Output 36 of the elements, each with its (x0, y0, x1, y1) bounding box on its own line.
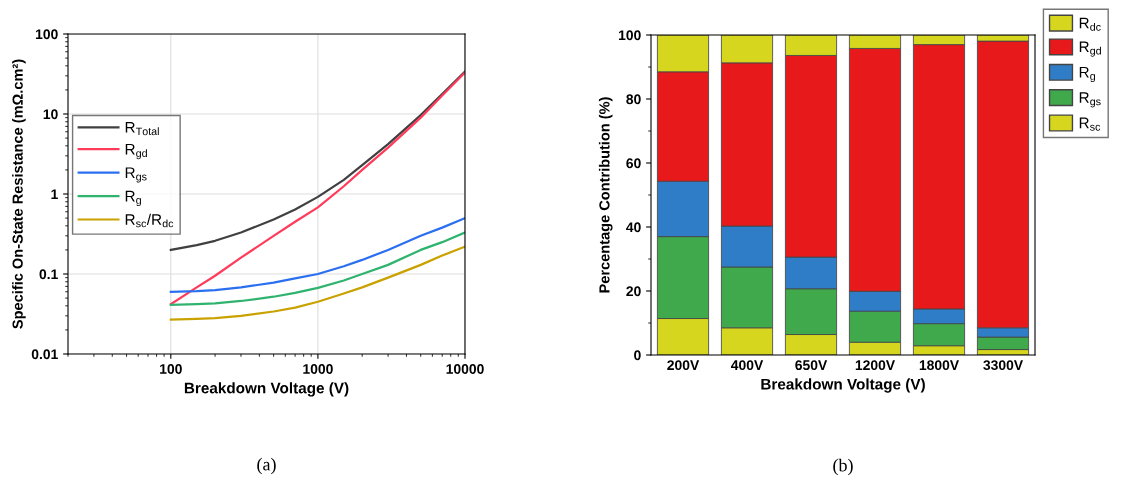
x-tick-label: 1000 (303, 364, 333, 374)
x-tick-label: 1800V (919, 360, 959, 371)
legend-label: R$_{g}$ (125, 190, 141, 207)
y-tick-label: 0.1 (39, 269, 58, 280)
y-tick-label: 100 (35, 29, 58, 40)
y-tick-label: 10 (43, 109, 58, 120)
y-tick-label: 0.01 (31, 349, 58, 360)
y-tick-label: 60 (626, 158, 641, 169)
y-axis-title: Specific On-State Resistance (mΩ.cm²) (12, 59, 26, 329)
legend-label: R$_{gs}$ (125, 167, 147, 183)
x-tick-label: 400V (730, 360, 764, 371)
x-tick-label: 3300V (983, 360, 1023, 371)
x-tick-label: 650V (795, 360, 828, 371)
legend-label: R$_{g}$ (1079, 66, 1095, 83)
y-tick-label: 40 (626, 222, 641, 233)
x-tick-label: 1200V (855, 360, 895, 371)
legend-label: R$_{gd}$ (1079, 41, 1101, 57)
legend-label: R$_{dc}$ (1079, 17, 1101, 31)
x-tick-label: 10000 (446, 364, 484, 374)
legend-label: R$_{gd}$ (125, 143, 147, 160)
y-tick-label: 100 (618, 30, 641, 41)
x-tick-label: 100 (160, 364, 182, 374)
text: (b) (833, 458, 853, 476)
text: (a) (257, 457, 276, 475)
legend-label: R$_{Total}$ (125, 122, 159, 136)
x-axis-title: Breakdown Voltage (V) (761, 378, 925, 393)
y-tick-label: 80 (626, 94, 641, 105)
y-tick-label: 20 (626, 286, 641, 297)
x-axis-title: Breakdown Voltage (V) (184, 382, 349, 397)
y-axis-title: Percentage Contribution (%) (598, 97, 613, 293)
y-tick-label: 1 (51, 189, 58, 200)
legend-label: R$_{sc}$ (1079, 117, 1101, 131)
y-tick-label: 0 (634, 350, 641, 361)
legend-label: R$_{sc}$/R$_{dc}$ (125, 213, 174, 228)
x-tick-label: 200V (667, 360, 700, 371)
legend-label: R$_{gs}$ (1079, 92, 1101, 108)
